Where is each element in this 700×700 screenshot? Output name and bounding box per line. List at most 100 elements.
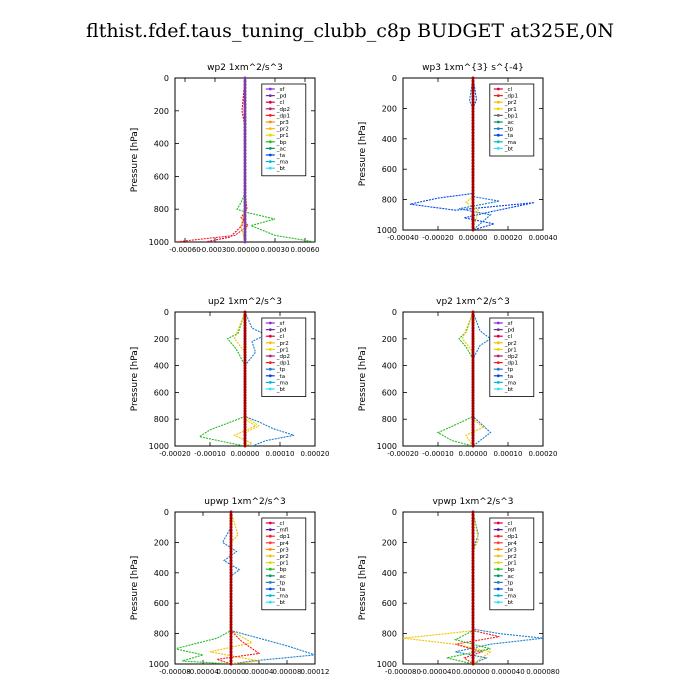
legend-entry: _bt <box>276 166 286 172</box>
zero-line-marker <box>243 369 247 373</box>
zero-line-marker <box>229 553 233 557</box>
zero-line-marker <box>243 204 247 208</box>
x-tick-label: 0.000040 <box>491 668 524 676</box>
legend-entry: _pr2 <box>504 554 517 560</box>
zero-line-marker <box>243 321 247 325</box>
zero-line-marker <box>471 170 475 174</box>
legend-marker <box>268 107 272 111</box>
zero-line-marker <box>471 361 475 365</box>
zero-line-marker <box>243 102 247 106</box>
zero-line-marker <box>229 592 233 596</box>
zero-line-marker <box>471 610 475 614</box>
x-tick-label: 0.00008 <box>273 668 302 676</box>
legend-entry: _sf <box>504 321 514 327</box>
zero-line-marker <box>471 313 475 317</box>
zero-line-marker <box>471 222 475 226</box>
zero-line-marker <box>229 543 233 547</box>
zero-line-marker <box>229 577 233 581</box>
y-axis-label: Pressure [hPa] <box>130 128 140 193</box>
legend-marker <box>496 334 500 338</box>
y-axis-label: Pressure [hPa] <box>358 347 368 412</box>
zero-line-marker <box>243 155 247 159</box>
legend-marker <box>496 581 500 584</box>
legend-marker <box>496 107 500 111</box>
chart-title: wp2 1xm^2/s^3 <box>207 63 283 73</box>
zero-line-marker <box>229 586 233 590</box>
chart-title: wp3 1xm^{3} s^{-4} <box>422 63 524 73</box>
zero-line-marker <box>471 337 475 341</box>
zero-line-marker <box>471 393 475 397</box>
zero-line-marker <box>471 348 475 352</box>
zero-line-marker <box>229 556 233 560</box>
zero-line-marker <box>243 188 247 192</box>
y-tick-label: 800 <box>154 415 169 424</box>
series-line-ta <box>409 78 535 230</box>
y-tick-label: 600 <box>154 388 169 397</box>
legend-marker <box>496 528 500 531</box>
legend: _sf_pd_cl_pr2_pr1_dp2_dp1_tp_ta_ma_bt <box>261 317 307 397</box>
zero-line-marker <box>471 334 475 338</box>
zero-line-marker <box>471 97 475 101</box>
y-tick-label: 1000 <box>149 660 169 669</box>
series-line-cl <box>204 78 246 242</box>
zero-line-marker <box>243 230 247 234</box>
zero-line-marker <box>471 91 475 95</box>
zero-line-marker <box>471 149 475 153</box>
zero-line-marker <box>243 323 247 327</box>
x-tick-label: 0.00010 <box>494 450 523 458</box>
legend-entry: _cl <box>276 334 285 340</box>
zero-line-marker <box>243 358 247 362</box>
legend-entry: _dp1 <box>504 534 518 540</box>
y-tick-label: 200 <box>154 538 169 547</box>
zero-line-marker <box>243 83 247 87</box>
legend-marker <box>268 381 272 384</box>
y-tick-label: 800 <box>154 205 169 214</box>
zero-line-marker <box>243 168 247 172</box>
legend-entry: _ta <box>504 133 513 139</box>
zero-line-marker <box>243 92 247 96</box>
legend-marker <box>268 600 272 604</box>
legend-entry: _bp <box>276 140 287 146</box>
legend-entry: _ac <box>276 146 286 152</box>
zero-line-marker <box>243 356 247 360</box>
zero-line-marker <box>243 364 247 368</box>
legend-entry: _pr1 <box>276 561 289 567</box>
zero-line-marker <box>471 323 475 327</box>
zero-line-marker <box>243 329 247 333</box>
series-line-bp <box>198 312 246 446</box>
zero-line-marker <box>243 393 247 397</box>
legend-entry: _sf <box>276 321 286 327</box>
zero-line-marker <box>471 358 475 362</box>
legend-marker <box>268 120 272 124</box>
zero-line-marker <box>243 106 247 110</box>
zero-line-marker <box>471 210 475 214</box>
legend-marker <box>268 100 272 104</box>
zero-line-marker <box>471 635 475 639</box>
zero-line-marker <box>243 404 247 408</box>
zero-line-marker <box>229 635 233 639</box>
zero-line-marker <box>243 99 247 103</box>
zero-line-marker <box>471 607 475 611</box>
zero-line-marker <box>243 158 247 162</box>
zero-line-marker <box>471 401 475 405</box>
zero-line-marker <box>229 626 233 630</box>
legend-marker <box>268 528 272 531</box>
x-tick-label: 0.00012 <box>301 668 330 676</box>
zero-line-marker <box>471 364 475 368</box>
zero-line-marker <box>243 350 247 354</box>
legend-entry: _cl <box>504 334 513 340</box>
zero-line-marker <box>243 237 247 241</box>
y-tick-label: 200 <box>382 335 397 344</box>
legend-marker <box>496 328 500 331</box>
zero-line-marker <box>229 583 233 587</box>
zero-line-marker <box>243 331 247 335</box>
zero-line-marker <box>471 559 475 563</box>
x-tick-label: -0.00020 <box>387 450 418 458</box>
zero-line-marker <box>471 374 475 378</box>
y-axis-label: Pressure [hPa] <box>358 556 368 621</box>
page-title: flthist.fdef.taus_tuning_clubb_c8p BUDGE… <box>86 20 614 42</box>
zero-line-marker <box>471 613 475 617</box>
y-tick-label: 400 <box>154 140 169 149</box>
legend-entry: _pd <box>276 328 287 334</box>
